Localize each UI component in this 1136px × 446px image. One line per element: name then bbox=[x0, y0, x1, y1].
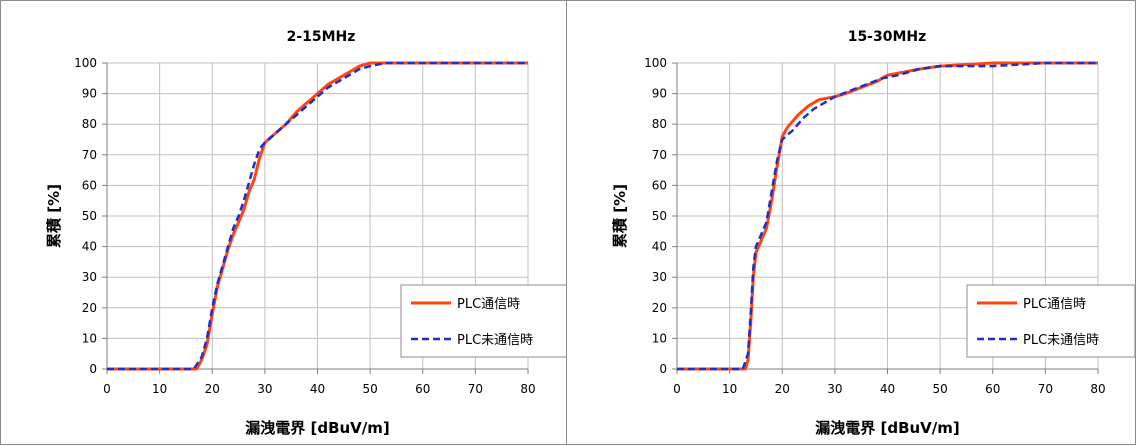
chart-panel-right: 15-30MHz 0 10 20 30 40 50 60 70 80 90 100 0 10 20 30 40 5… bbox=[566, 0, 1136, 445]
x-tick-label: 70 bbox=[1038, 382, 1053, 396]
chart-2-15mhz: 2-15MHz 0 10 20 30 40 50 60 70 80 90 100 0 10 20 30 40 50… bbox=[45, 29, 567, 437]
x-axis-label: 漏洩電界 [dBuV/m] bbox=[815, 419, 960, 437]
chart-panel-left: 2-15MHz 0 10 20 30 40 50 60 70 80 90 100 0 10 20 30 40 50… bbox=[0, 0, 567, 445]
x-axis-label: 漏洩電界 [dBuV/m] bbox=[245, 419, 390, 437]
x-tick-label: 80 bbox=[520, 382, 535, 396]
x-tick-label: 20 bbox=[775, 382, 790, 396]
y-tick-label: 70 bbox=[82, 148, 97, 162]
legend-label: PLC通信時 bbox=[1023, 297, 1086, 312]
x-tick-label: 10 bbox=[722, 382, 737, 396]
y-tick-label: 80 bbox=[652, 117, 667, 131]
x-tick-label: 0 bbox=[103, 382, 111, 396]
x-tick-label: 40 bbox=[310, 382, 325, 396]
x-tick-label: 40 bbox=[880, 382, 895, 396]
y-tick-label: 20 bbox=[82, 301, 97, 315]
y-tick-label: 40 bbox=[82, 240, 97, 254]
legend-box bbox=[966, 284, 1136, 358]
x-tick-label: 30 bbox=[827, 382, 842, 396]
y-tick-label: 10 bbox=[82, 331, 97, 345]
y-tick-label: 60 bbox=[652, 178, 667, 192]
x-tick-label: 30 bbox=[257, 382, 272, 396]
y-tick-label: 60 bbox=[82, 178, 97, 192]
chart-title: 15-30MHz bbox=[848, 29, 927, 45]
y-tick-label: 90 bbox=[652, 87, 667, 101]
y-tick-label: 10 bbox=[652, 331, 667, 345]
y-tick-label: 70 bbox=[652, 148, 667, 162]
chart-15-30mhz: 15-30MHz 0 10 20 30 40 50 60 70 80 90 100 0 10 20 30 40 5… bbox=[611, 29, 1136, 437]
y-tick-label: 100 bbox=[644, 56, 667, 70]
series-line-plc-off bbox=[107, 61, 528, 371]
y-tick-label: 50 bbox=[82, 209, 97, 223]
y-axis-label: 累積 [%] bbox=[611, 184, 629, 248]
x-tick-label: 20 bbox=[205, 382, 220, 396]
x-tick-label: 50 bbox=[932, 382, 947, 396]
y-tick-label: 80 bbox=[82, 117, 97, 131]
x-tick-label: 10 bbox=[152, 382, 167, 396]
y-tick-label: 0 bbox=[89, 362, 97, 376]
series-line-plc-off bbox=[677, 61, 1098, 371]
y-tick-label: 90 bbox=[82, 87, 97, 101]
y-tick-label: 20 bbox=[652, 301, 667, 315]
y-tick-label: 30 bbox=[82, 270, 97, 284]
y-tick-label: 100 bbox=[74, 56, 97, 70]
x-tick-label: 50 bbox=[362, 382, 377, 396]
y-tick-label: 0 bbox=[659, 362, 667, 376]
y-tick-label: 40 bbox=[652, 240, 667, 254]
x-tick-label: 0 bbox=[673, 382, 681, 396]
legend-label: PLC未通信時 bbox=[457, 333, 533, 348]
chart-title: 2-15MHz bbox=[287, 29, 356, 45]
legend-box bbox=[400, 284, 567, 358]
y-tick-label: 50 bbox=[652, 209, 667, 223]
x-tick-label: 60 bbox=[415, 382, 430, 396]
y-tick-label: 30 bbox=[652, 270, 667, 284]
y-axis-label: 累積 [%] bbox=[45, 184, 63, 248]
x-tick-label: 80 bbox=[1090, 382, 1105, 396]
x-tick-label: 70 bbox=[468, 382, 483, 396]
legend-label: PLC通信時 bbox=[457, 297, 520, 312]
legend-label: PLC未通信時 bbox=[1023, 333, 1099, 348]
x-tick-label: 60 bbox=[985, 382, 1000, 396]
